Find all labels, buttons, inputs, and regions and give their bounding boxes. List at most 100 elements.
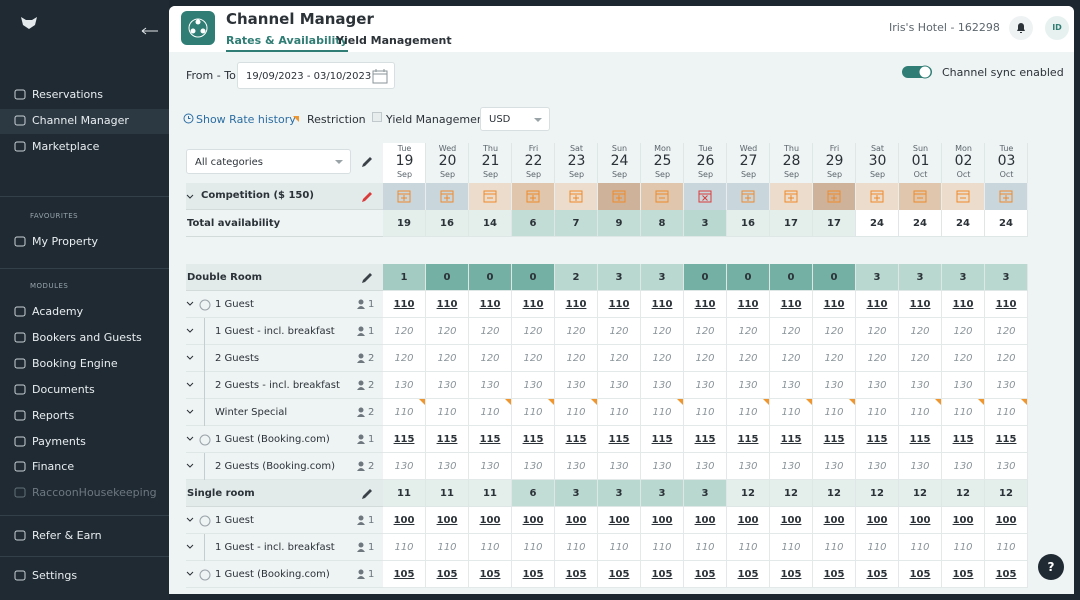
availability-cell[interactable]: 7 — [555, 210, 598, 237]
rate-cell[interactable]: 130 — [727, 453, 770, 480]
availability-cell[interactable]: 12 — [727, 480, 770, 507]
rate-cell[interactable]: 110 — [813, 399, 856, 426]
availability-cell[interactable]: 17 — [813, 210, 856, 237]
availability-cell[interactable]: 3 — [942, 264, 985, 291]
rate-cell[interactable]: 130 — [942, 372, 985, 399]
rate-cell[interactable]: 110 — [813, 534, 856, 561]
rate-cell[interactable]: 110 — [598, 291, 641, 318]
nav-item[interactable]: Documents — [32, 382, 95, 396]
availability-cell[interactable]: 3 — [899, 264, 942, 291]
rate-cell[interactable]: 100 — [469, 507, 512, 534]
rate-cell[interactable]: 115 — [469, 426, 512, 453]
availability-cell[interactable]: 19 — [383, 210, 426, 237]
rate-cell[interactable]: 110 — [899, 399, 942, 426]
availability-cell[interactable]: 0 — [469, 264, 512, 291]
rate-cell[interactable]: 110 — [383, 291, 426, 318]
rate-cell[interactable]: 120 — [426, 318, 469, 345]
availability-cell[interactable]: 0 — [512, 264, 555, 291]
rate-cell[interactable]: 115 — [899, 426, 942, 453]
rate-cell[interactable]: 130 — [426, 372, 469, 399]
rate-cell[interactable]: 115 — [942, 426, 985, 453]
rate-cell[interactable]: 105 — [942, 561, 985, 588]
availability-cell[interactable]: 3 — [684, 210, 727, 237]
tab[interactable]: Rates & Availability — [226, 34, 348, 52]
rate-cell[interactable]: 120 — [856, 318, 899, 345]
rate-cell[interactable]: 120 — [598, 345, 641, 372]
rate-cell[interactable]: 120 — [684, 318, 727, 345]
hotel-name[interactable]: Iris's Hotel - 162298 — [889, 21, 1000, 34]
rate-cell[interactable]: 105 — [426, 561, 469, 588]
rate-cell[interactable]: 105 — [985, 561, 1028, 588]
collapse-button[interactable] — [141, 27, 159, 35]
rate-cell[interactable]: 130 — [813, 372, 856, 399]
rate-cell[interactable]: 110 — [512, 399, 555, 426]
availability-cell[interactable]: 12 — [770, 480, 813, 507]
rate-cell[interactable]: 130 — [598, 453, 641, 480]
rate-cell[interactable]: 120 — [512, 318, 555, 345]
rate-cell[interactable]: 110 — [426, 291, 469, 318]
rate-cell[interactable]: 105 — [469, 561, 512, 588]
date-range[interactable]: 19/09/2023 - 03/10/2023 — [237, 62, 395, 89]
rate-cell[interactable]: 130 — [684, 453, 727, 480]
edit-icon[interactable] — [360, 155, 374, 169]
nav-item[interactable]: Payments — [32, 434, 86, 448]
rate-cell[interactable]: 110 — [727, 399, 770, 426]
availability-cell[interactable]: 12 — [856, 480, 899, 507]
rate-cell[interactable]: 130 — [383, 453, 426, 480]
rate-cell[interactable]: 130 — [555, 453, 598, 480]
rate-cell[interactable]: 110 — [856, 399, 899, 426]
rate-cell[interactable]: 105 — [512, 561, 555, 588]
rate-cell[interactable]: 130 — [770, 372, 813, 399]
nav-item[interactable]: My Property — [32, 235, 99, 248]
availability-cell[interactable]: 17 — [770, 210, 813, 237]
rate-cell[interactable]: 110 — [684, 534, 727, 561]
nav-item[interactable]: Reservations — [32, 88, 103, 101]
rate-cell[interactable]: 115 — [727, 426, 770, 453]
availability-cell[interactable]: 0 — [813, 264, 856, 291]
tab[interactable]: Yield Management — [336, 34, 452, 47]
rate-cell[interactable]: 115 — [512, 426, 555, 453]
rate-cell[interactable]: 110 — [426, 399, 469, 426]
rate-cell[interactable]: 110 — [641, 291, 684, 318]
rate-cell[interactable]: 130 — [684, 372, 727, 399]
rate-cell[interactable]: 110 — [727, 534, 770, 561]
rate-cell[interactable]: 120 — [985, 318, 1028, 345]
rate-cell[interactable]: 120 — [813, 345, 856, 372]
availability-cell[interactable]: 3 — [856, 264, 899, 291]
rate-cell[interactable]: 110 — [899, 291, 942, 318]
rate-cell[interactable]: 105 — [598, 561, 641, 588]
rate-cell[interactable]: 115 — [813, 426, 856, 453]
rate-cell[interactable]: 110 — [727, 291, 770, 318]
rate-cell[interactable]: 130 — [512, 372, 555, 399]
rate-cell[interactable]: 120 — [899, 318, 942, 345]
rate-cell[interactable]: 110 — [942, 534, 985, 561]
rate-cell[interactable]: 110 — [469, 399, 512, 426]
rate-cell[interactable]: 120 — [856, 345, 899, 372]
rate-cell[interactable]: 110 — [985, 291, 1028, 318]
rate-cell[interactable]: 130 — [469, 372, 512, 399]
rate-cell[interactable]: 110 — [641, 399, 684, 426]
category-select[interactable]: All categories — [186, 149, 351, 174]
rate-cell[interactable]: 120 — [383, 345, 426, 372]
availability-cell[interactable]: 6 — [512, 210, 555, 237]
availability-cell[interactable]: 12 — [942, 480, 985, 507]
rate-cell[interactable]: 120 — [641, 345, 684, 372]
rate-cell[interactable]: 130 — [770, 453, 813, 480]
rate-cell[interactable]: 115 — [383, 426, 426, 453]
availability-cell[interactable]: 1 — [383, 264, 426, 291]
availability-cell[interactable]: 14 — [469, 210, 512, 237]
availability-cell[interactable]: 24 — [942, 210, 985, 237]
nav-item[interactable]: Marketplace — [32, 140, 100, 153]
rate-cell[interactable]: 120 — [942, 345, 985, 372]
nav-item[interactable]: Settings — [32, 569, 78, 582]
rate-cell[interactable]: 110 — [813, 291, 856, 318]
rate-cell[interactable]: 130 — [469, 453, 512, 480]
rate-cell[interactable]: 130 — [813, 453, 856, 480]
availability-cell[interactable]: 8 — [641, 210, 684, 237]
rate-cell[interactable]: 110 — [469, 291, 512, 318]
nav-item[interactable]: Channel Manager — [32, 114, 129, 127]
rate-cell[interactable]: 105 — [770, 561, 813, 588]
rate-cell[interactable]: 110 — [899, 534, 942, 561]
rate-cell[interactable]: 120 — [985, 345, 1028, 372]
sync-toggle[interactable] — [902, 65, 932, 79]
